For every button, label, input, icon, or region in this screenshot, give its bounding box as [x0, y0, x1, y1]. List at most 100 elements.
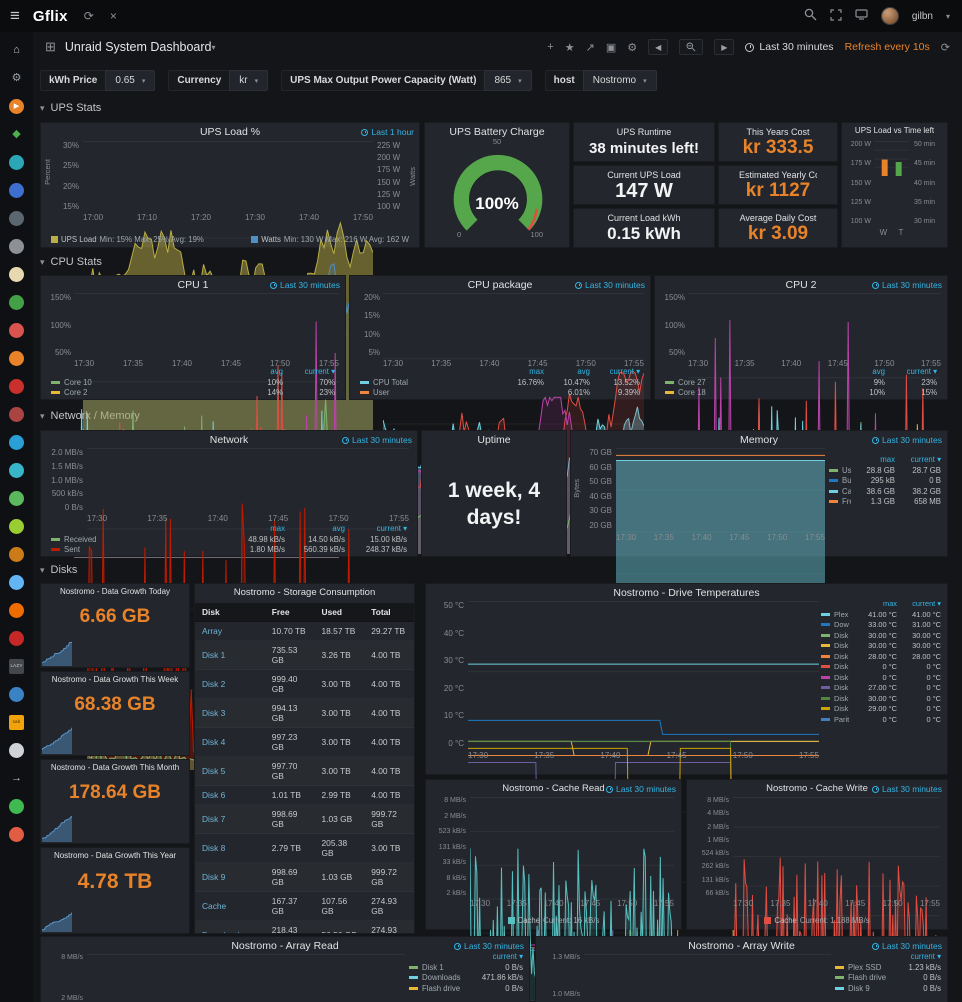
legend-item[interactable]: Disk 4	[821, 694, 849, 703]
app-icon-amber[interactable]	[7, 350, 27, 367]
panel-time-range[interactable]: Last 30 minutes	[871, 280, 942, 290]
avatar[interactable]	[880, 7, 899, 25]
legend-item[interactable]: Used	[829, 466, 851, 475]
star-icon[interactable]: ★	[564, 41, 575, 54]
variable-value-dropdown[interactable]: Nostromo ▾	[582, 70, 657, 91]
graph[interactable]	[584, 954, 831, 1002]
legend-item[interactable]: Received	[51, 535, 225, 544]
panel-title[interactable]: Current UPS Load	[607, 170, 681, 180]
legend-item[interactable]: Disk 1	[409, 963, 463, 972]
table-row[interactable]: Disk 2 999.40 GB 3.00 TB 4.00 TB	[195, 670, 414, 699]
app-icon-cyan[interactable]	[7, 462, 27, 479]
app-icon-lime[interactable]	[7, 518, 27, 535]
panel-title[interactable]: Nostromo - Drive Temperatures	[613, 587, 760, 599]
legend-item[interactable]: Downloads	[821, 620, 849, 629]
panel-title[interactable]: Nostromo - Array Write	[688, 940, 795, 952]
row-header-ups[interactable]: ▾ UPS Stats	[40, 102, 101, 114]
app-icon-plex[interactable]	[7, 546, 27, 563]
refresh-interval[interactable]: Refresh every 10s	[844, 41, 930, 53]
panel-time-range[interactable]: Last 30 minutes	[871, 941, 942, 951]
legend-item[interactable]: Cache Current: 16 kB/s	[507, 916, 599, 925]
panel-title[interactable]: CPU 2	[785, 279, 817, 291]
legend[interactable]: max avg current ▾ Received 48.98 kB/s 14.50 k…	[51, 524, 407, 554]
row-header-disks[interactable]: ▾ Disks	[40, 564, 77, 576]
legend-item[interactable]: Plex SSD	[821, 610, 849, 619]
legend-item[interactable]: UPS Load Min: 15% Max: 25% Avg: 19%	[51, 235, 204, 244]
panel-time-range[interactable]: Last 1 hour	[361, 127, 414, 137]
table-row[interactable]: Array 10.70 TB 18.57 TB 29.27 TB	[195, 622, 414, 641]
legend[interactable]: max avg current ▾ CPU Total 16.76% 10.47% 13.5…	[360, 367, 640, 397]
search-icon[interactable]	[7, 210, 27, 227]
legend-item[interactable]: Disk 5	[821, 683, 849, 692]
panel-time-range[interactable]: Last 30 minutes	[341, 435, 412, 445]
home-icon[interactable]: ⌂	[13, 44, 20, 56]
legend-item[interactable]: Core 2	[51, 388, 237, 397]
legend-item[interactable]: Plex SSD	[835, 963, 887, 972]
app-icon-green2[interactable]	[7, 490, 27, 507]
legend[interactable]: Cache Current: 16 kB/s	[436, 916, 671, 925]
close-icon[interactable]: ×	[109, 9, 117, 23]
legend-item[interactable]: Disk 3	[821, 662, 849, 671]
legend-item[interactable]: Disk 2	[821, 704, 849, 713]
legend-item[interactable]: Disk 9	[821, 631, 849, 640]
app-icon-green[interactable]	[7, 294, 27, 311]
legend-item[interactable]: Core 18	[665, 388, 839, 397]
table-row[interactable]: Disk 5 997.70 GB 3.00 TB 4.00 TB	[195, 757, 414, 786]
panel-time-range[interactable]: Last 30 minutes	[269, 280, 340, 290]
legend-item[interactable]: Sent	[51, 545, 225, 554]
time-back-icon[interactable]: ◀	[648, 39, 669, 55]
legend-item[interactable]: Cache Current: 1.188 MB/s	[764, 916, 870, 925]
panel-title[interactable]: Nostromo - Cache Read	[502, 783, 605, 794]
panel-time-range[interactable]: Last 30 minutes	[605, 784, 676, 794]
panel-title[interactable]: Network	[209, 434, 249, 446]
legend-item[interactable]: Disk 8	[821, 652, 849, 661]
legend[interactable]: current ▾ Plex SSD 1.23 kB/s Flash drive 0 B…	[835, 952, 941, 993]
time-picker[interactable]: Last 30 minutes	[745, 41, 834, 53]
legend-item[interactable]: Buffered	[829, 476, 851, 485]
graph[interactable]	[87, 954, 405, 1002]
legend-item[interactable]: Watts Min: 130 W Max: 216 W Avg: 162 W	[251, 235, 409, 244]
legend[interactable]: avg current ▾ Core 27 9% 23% Core 18 10% 15%	[665, 367, 937, 397]
app-icon-organ[interactable]	[7, 742, 27, 759]
user-icon[interactable]	[7, 238, 27, 255]
panel-title[interactable]: This Years Cost	[746, 127, 810, 137]
legend-item[interactable]: Core 27	[665, 378, 839, 387]
panel-title[interactable]: Nostromo - Array Read	[231, 940, 339, 952]
app-icon-lazy[interactable]: LAZY	[7, 658, 27, 675]
bar-chart[interactable]	[874, 141, 909, 176]
legend-item[interactable]: CPU Total	[360, 378, 494, 387]
dashboard-picker-icon[interactable]: ⊞	[45, 39, 56, 54]
panel-title[interactable]: UPS Runtime	[616, 127, 672, 137]
panel-title[interactable]: CPU 1	[177, 279, 209, 291]
legend-item[interactable]: Flash drive	[835, 973, 887, 982]
app-icon-lightblue[interactable]	[7, 574, 27, 591]
zoom-out-icon[interactable]	[679, 39, 704, 55]
app-brand[interactable]: Gflix	[32, 7, 68, 25]
search-icon[interactable]	[804, 8, 817, 24]
app-icon-shield[interactable]	[7, 378, 27, 395]
legend-item[interactable]: Disk 1	[821, 641, 849, 650]
variable-value-dropdown[interactable]: 865 ▾	[484, 70, 532, 91]
table-row[interactable]: Disk 6 1.01 TB 2.99 TB 4.00 TB	[195, 786, 414, 805]
app-icon-teal[interactable]	[7, 154, 27, 171]
app-icon-eye[interactable]	[7, 434, 27, 451]
panel-title[interactable]: Estimated Yearly Cost	[739, 170, 817, 180]
legend[interactable]: avg current ▾ Core 10 10% 70% Core 2 14% 23%	[51, 367, 335, 397]
app-icon-red2[interactable]	[7, 630, 27, 647]
panel-title[interactable]: UPS Load vs Time left	[854, 126, 935, 135]
storage-table[interactable]: Disk Free Used Total Array 10.70 TB 18.57 TB 29…	[195, 603, 414, 933]
tv-mode-icon[interactable]	[855, 9, 868, 23]
app-icon-blue[interactable]	[7, 182, 27, 199]
legend-item[interactable]: Free	[829, 497, 851, 506]
legend-item[interactable]: Disk 6	[821, 673, 849, 682]
legend-item[interactable]: Core 10	[51, 378, 237, 387]
legend-item[interactable]: User	[360, 388, 494, 397]
panel-time-range[interactable]: Last 30 minutes	[453, 941, 524, 951]
app-icon-darkred[interactable]	[7, 406, 27, 423]
chevron-down-icon[interactable]: ▾	[945, 11, 950, 21]
row-header-cpu[interactable]: ▾ CPU Stats	[40, 256, 102, 268]
panel-title[interactable]: UPS Battery Charge	[449, 126, 545, 138]
